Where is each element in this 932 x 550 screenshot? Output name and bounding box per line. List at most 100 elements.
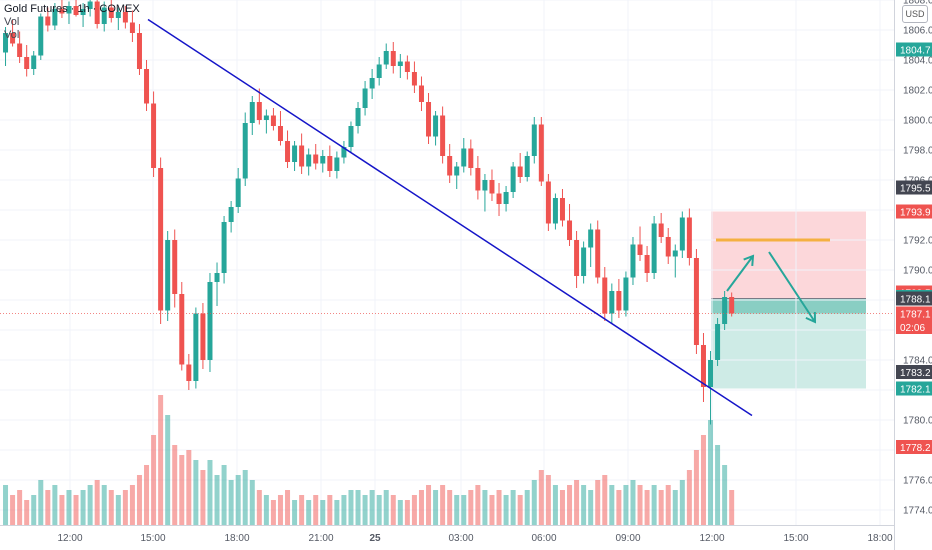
price-label-text: 1778.2 — [900, 443, 931, 454]
volume-bar — [94, 480, 100, 525]
candle-body — [623, 277, 629, 311]
down-arrow — [768, 251, 816, 323]
chart-legend: Gold Futures · 1h · COMEX Vol Vol — [4, 3, 140, 42]
volume-bar — [256, 490, 262, 525]
price-label-bg — [896, 320, 932, 334]
volume-bar — [306, 500, 312, 525]
volume-bar — [341, 495, 347, 525]
price-label-text: 02:06 — [900, 323, 925, 334]
volume-bar — [545, 475, 551, 525]
candle-body — [52, 9, 58, 26]
volume-bar — [80, 490, 86, 525]
volume-bar — [369, 490, 375, 525]
volume-bar — [87, 485, 93, 525]
volume-bar — [200, 470, 206, 525]
candle-body — [552, 198, 558, 224]
price-label: 02:06 — [896, 320, 932, 334]
volume-bar — [73, 495, 79, 525]
volume-bar — [320, 500, 326, 525]
candle-body — [122, 12, 128, 23]
candle-body — [609, 291, 615, 314]
volume-bar — [129, 485, 135, 525]
up-arrow — [726, 255, 754, 292]
volume-bar — [59, 495, 65, 525]
x-tick-label: 06:00 — [531, 533, 556, 544]
candle-body — [299, 145, 305, 167]
volume-legend-1[interactable]: Vol — [4, 16, 20, 28]
volume-bar — [355, 490, 361, 525]
x-tick-label: 09:00 — [615, 533, 640, 544]
price-label: 1782.1 — [896, 381, 932, 396]
candle-body — [144, 69, 150, 104]
candle-body — [17, 43, 23, 57]
volume-bar — [637, 485, 643, 525]
price-label: 1804.7 — [896, 42, 932, 57]
volume-bar — [503, 495, 509, 525]
volume-bar — [151, 435, 157, 525]
volume-legend-2[interactable]: Vol — [4, 29, 20, 41]
volume-bar — [122, 490, 128, 525]
candle-body — [87, 1, 93, 9]
candle-body — [397, 61, 403, 66]
candle-body — [228, 207, 234, 222]
candle-body — [80, 9, 86, 15]
y-tick-label: 1792.0 — [903, 236, 932, 247]
volume-bar — [482, 490, 488, 525]
x-tick-label: 15:00 — [783, 533, 808, 544]
candle-body — [602, 277, 608, 314]
price-label: 1778.2 — [896, 440, 932, 454]
volume-bar — [531, 480, 537, 525]
price-label: 1788.1 — [896, 291, 932, 306]
volume-bar — [221, 465, 227, 525]
volume-bar — [101, 485, 107, 525]
volume-bar — [17, 490, 23, 525]
candle-body — [679, 217, 685, 251]
volume-bar — [658, 490, 664, 525]
volume-bar — [193, 460, 199, 525]
volume-bar — [179, 455, 185, 525]
price-label-text: 1793.9 — [900, 208, 931, 219]
volume-bar — [207, 460, 213, 525]
y-tick-label: 1780.0 — [903, 416, 932, 427]
price-label-text: 1788.1 — [900, 295, 931, 306]
price-label-bg — [896, 291, 932, 306]
volume-bar — [24, 500, 30, 525]
candle-body — [369, 78, 375, 89]
volume-bar — [348, 490, 354, 525]
volume-bar — [235, 475, 241, 525]
drawings[interactable] — [0, 18, 894, 417]
volume-bar — [609, 485, 615, 525]
symbol-title[interactable]: Gold Futures · 1h · COMEX — [4, 3, 140, 15]
candle-body — [263, 115, 269, 120]
candle-body — [658, 223, 664, 237]
candle-body — [411, 72, 417, 86]
volume-bar — [45, 490, 51, 525]
price-label-bg — [896, 204, 932, 219]
candle-body — [348, 126, 354, 147]
candle-body — [461, 148, 467, 167]
candle-body — [524, 156, 530, 177]
candle-body — [383, 51, 389, 65]
volume-bar — [277, 495, 283, 525]
candle-body — [186, 364, 192, 381]
volume-bar — [334, 500, 340, 525]
candle-body — [207, 282, 213, 360]
volume-bar — [552, 485, 558, 525]
candle-body — [256, 102, 262, 120]
volume-bar — [186, 450, 192, 525]
volume-bar — [172, 445, 178, 525]
candle-body — [94, 1, 100, 24]
candle-body — [651, 223, 657, 273]
candle-body — [221, 222, 227, 273]
y-tick-label: 1776.0 — [903, 476, 932, 487]
price-label-bg — [896, 42, 932, 57]
candle-body — [214, 273, 220, 282]
y-tick-label: 1774.0 — [903, 506, 932, 517]
candle-body — [700, 345, 706, 387]
candle-body — [277, 126, 283, 141]
currency-button[interactable]: USD — [902, 5, 928, 23]
y-tick-label: 1784.0 — [903, 356, 932, 367]
candle-body — [292, 145, 298, 162]
price-label-bg — [896, 365, 932, 379]
